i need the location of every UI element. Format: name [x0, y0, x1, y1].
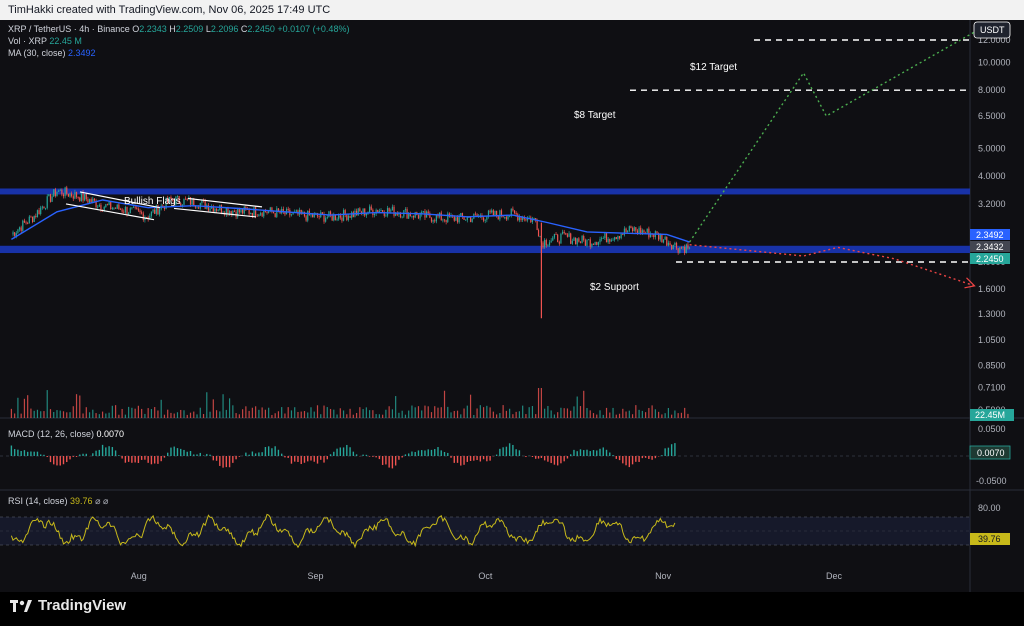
- price-tick-3: 6.5000: [978, 111, 1006, 121]
- bearish-arrow-head: [964, 277, 976, 289]
- bullish-projection-line: [689, 31, 975, 243]
- price-tick-9: 1.3000: [978, 309, 1006, 319]
- target-12-label: $12 Target: [690, 62, 737, 73]
- legend-ma-value: 2.3492: [68, 48, 96, 58]
- tradingview-logo[interactable]: TradingView: [10, 597, 126, 614]
- currency-badge-box: [973, 21, 1011, 39]
- tradingview-wordmark: TradingView: [38, 597, 127, 614]
- price-tick-8: 1.6000: [978, 284, 1006, 294]
- price-badge-1: 2.3432: [976, 242, 1004, 252]
- tradingview-logo-icon: [10, 599, 32, 613]
- macd-legend: MACD (12, 26, close) 0.0070: [8, 429, 124, 439]
- support-2-label: $2 Support: [590, 282, 639, 293]
- rsi-badge: 39.76: [978, 534, 1001, 544]
- legend-change: +0.0107 (+0.48%): [277, 24, 349, 34]
- legend-c-key: C: [241, 24, 248, 34]
- bearish-projection-line: [689, 244, 975, 287]
- ma-30-line: [11, 199, 690, 243]
- rsi-line: [10, 513, 676, 549]
- legend-volume-line: Vol · XRP 22.45 M: [8, 36, 82, 46]
- price-tick-10: 1.0500: [978, 335, 1006, 345]
- legend-o-key: O: [132, 24, 139, 34]
- price-badge-2: 2.2450: [976, 254, 1004, 264]
- rsi-tick-0: 80.00: [978, 503, 1001, 513]
- legend-ma-label: MA (30, close): [8, 48, 68, 58]
- x-label-aug: Aug: [131, 571, 147, 581]
- price-tick-0: 12.0000: [978, 35, 1011, 45]
- macd-badge: 0.0070: [977, 448, 1005, 458]
- macd-label: MACD (12, 26, close): [8, 429, 97, 439]
- rsi-label: RSI (14, close): [8, 496, 70, 506]
- legend-ma-line: MA (30, close) 2.3492: [8, 48, 96, 58]
- chart-caption: TimHakki created with TradingView.com, N…: [0, 0, 1024, 20]
- macd-badge-box: [969, 445, 1011, 460]
- footer: [0, 592, 1024, 626]
- legend-symbol: XRP / TetherUS · 4h · Binance: [8, 24, 132, 34]
- bullish-flags-label: Bullish Flags: [124, 196, 181, 207]
- price-tick-1: 10.0000: [978, 58, 1011, 68]
- price-badge-box-2: [970, 253, 1010, 264]
- legend-symbol-line: XRP / TetherUS · 4h · Binance O2.2343 H2…: [8, 24, 349, 34]
- resistance-support-zone-1: [0, 245, 970, 254]
- volume-badge-box: [970, 409, 1014, 421]
- legend-o-value: 2.2343: [139, 24, 169, 34]
- legend-h-value: 2.2509: [176, 24, 206, 34]
- rsi-legend: RSI (14, close) 39.76 ⌀ ⌀: [8, 496, 109, 506]
- resistance-support-zone-0: [0, 188, 970, 195]
- legend-h-key: H: [169, 24, 176, 34]
- price-tick-11: 0.8500: [978, 361, 1006, 371]
- rsi-badge-box: [970, 533, 1010, 545]
- currency-badge: USDT: [980, 25, 1005, 35]
- legend-l-value: 2.2096: [211, 24, 241, 34]
- price-badge-box-0: [970, 229, 1010, 240]
- chart-area[interactable]: 12.0000 10.0000 8.0000 6.5000 5.0000 4.0000 3.…: [0, 20, 1024, 606]
- price-tick-12: 0.7100: [978, 383, 1006, 393]
- macd-tick-1: -0.0500: [976, 476, 1007, 486]
- legend-l-key: L: [206, 24, 211, 34]
- price-tick-4: 5.0000: [978, 143, 1006, 153]
- bullish-flag-2: [173, 197, 263, 218]
- x-label-oct: Oct: [478, 571, 493, 581]
- price-chart[interactable]: 12.0000 10.0000 8.0000 6.5000 5.0000 4.0000 3.…: [0, 20, 1024, 592]
- price-tick-2: 8.0000: [978, 85, 1006, 95]
- x-label-sep: Sep: [307, 571, 323, 581]
- volume-badge: 22.45M: [975, 410, 1005, 420]
- rsi-value: 39.76: [70, 496, 95, 506]
- legend: XRP / TetherUS · 4h · Binance O2.2343 H2…: [8, 24, 349, 58]
- macd-tick-0: 0.0500: [978, 424, 1006, 434]
- price-badge-box-1: [970, 241, 1010, 252]
- macd-value: 0.0070: [97, 429, 125, 439]
- x-label-nov: Nov: [655, 571, 672, 581]
- rsi-symbols: ⌀ ⌀: [95, 496, 109, 506]
- price-tick-5: 4.0000: [978, 171, 1006, 181]
- legend-volume-value: 22.45 M: [49, 36, 82, 46]
- legend-c-value: 2.2450: [247, 24, 277, 34]
- legend-volume-label: Vol · XRP: [8, 36, 49, 46]
- bullish-flag-1: [65, 191, 161, 221]
- price-tick-6: 3.2000: [978, 199, 1006, 209]
- price-badge-0: 2.3492: [976, 230, 1004, 240]
- target-8-label: $8 Target: [574, 110, 616, 121]
- x-label-dec: Dec: [826, 571, 843, 581]
